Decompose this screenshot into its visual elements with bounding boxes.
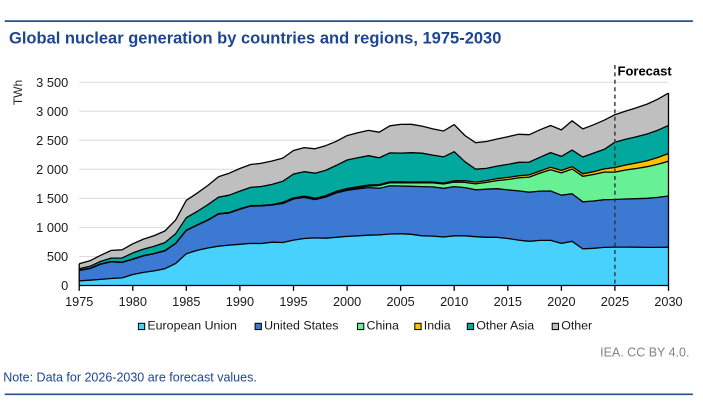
svg-text:Other: Other bbox=[561, 319, 592, 333]
svg-text:Global nuclear generation by c: Global nuclear generation by countries a… bbox=[9, 30, 501, 48]
svg-text:2025: 2025 bbox=[601, 295, 629, 309]
svg-text:1975: 1975 bbox=[65, 295, 93, 309]
svg-text:1985: 1985 bbox=[172, 295, 200, 309]
svg-text:Note: Data for 2026-2030 are f: Note: Data for 2026-2030 are forecast va… bbox=[3, 371, 257, 385]
svg-text:0: 0 bbox=[61, 278, 68, 293]
svg-text:1995: 1995 bbox=[279, 295, 307, 309]
svg-text:3 000: 3 000 bbox=[36, 104, 68, 119]
svg-text:TWh: TWh bbox=[11, 80, 25, 105]
svg-text:Other Asia: Other Asia bbox=[476, 319, 534, 333]
svg-text:European Union: European Union bbox=[147, 319, 237, 333]
svg-text:2005: 2005 bbox=[386, 295, 414, 309]
svg-text:500: 500 bbox=[47, 249, 68, 264]
svg-text:India: India bbox=[424, 319, 451, 333]
svg-text:China: China bbox=[367, 319, 399, 333]
svg-text:2 000: 2 000 bbox=[36, 162, 68, 177]
svg-text:2030: 2030 bbox=[654, 295, 682, 309]
svg-text:1990: 1990 bbox=[226, 295, 254, 309]
svg-text:United States: United States bbox=[264, 319, 338, 333]
svg-text:2015: 2015 bbox=[494, 295, 522, 309]
svg-text:2020: 2020 bbox=[547, 295, 575, 309]
svg-text:Forecast: Forecast bbox=[618, 63, 673, 78]
svg-text:3 500: 3 500 bbox=[36, 75, 68, 90]
svg-text:2010: 2010 bbox=[440, 295, 468, 309]
svg-text:2000: 2000 bbox=[333, 295, 361, 309]
svg-text:1 500: 1 500 bbox=[36, 191, 68, 206]
svg-text:2 500: 2 500 bbox=[36, 133, 68, 148]
svg-text:IEA. CC BY 4.0.: IEA. CC BY 4.0. bbox=[600, 346, 689, 360]
svg-text:1 000: 1 000 bbox=[36, 220, 68, 235]
svg-text:1980: 1980 bbox=[119, 295, 147, 309]
